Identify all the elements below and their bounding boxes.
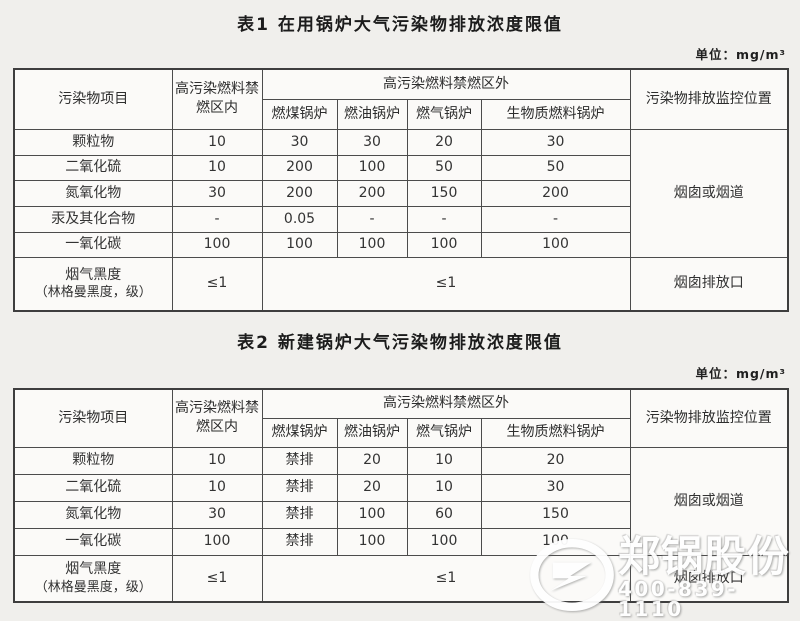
value-cell: 200	[336, 179, 408, 207]
table-row: 烟气黑度 （林格曼黑度，级） ≤1 ≤1 烟囱排放口	[13, 554, 789, 603]
value-cell: 禁排	[261, 473, 338, 502]
pollutant-name: 一氧化碳	[13, 527, 173, 556]
value-cell: 100	[171, 231, 263, 258]
value-cell: 30	[171, 500, 263, 529]
value-cell: 20	[336, 446, 408, 475]
value-cell: 10	[171, 128, 263, 156]
table1-header-gas-boiler: 燃气锅炉	[406, 98, 482, 130]
monitor-location-cell: 烟囱或烟道	[629, 128, 789, 258]
value-cell: 20	[336, 473, 408, 502]
pollutant-name: 二氧化硫	[13, 473, 173, 502]
value-cell: -	[406, 205, 482, 233]
table2-title: 表2 新建锅炉大气污染物排放浓度限值	[237, 333, 563, 353]
table2-header-biomass-boiler: 生物质燃料锅炉	[480, 417, 631, 448]
table2-header-outside-zone: 高污染燃料禁燃区外	[261, 388, 631, 419]
table1-header-biomass-boiler: 生物质燃料锅炉	[480, 98, 631, 130]
value-cell: 100	[261, 231, 338, 258]
table-row: 颗粒物 10 30 30 20 30 烟囱或烟道	[13, 128, 789, 258]
value-cell: 100	[480, 231, 631, 258]
value-cell-merged: ≤1	[261, 554, 631, 603]
table-row: 烟气黑度 （林格曼黑度，级） ≤1 ≤1 烟囱排放口	[13, 256, 789, 312]
value-cell: ≤1	[171, 554, 263, 603]
value-cell: 20	[406, 128, 482, 156]
value-cell: 10	[171, 154, 263, 181]
table2-header-monitor: 污染物排放监控位置	[629, 388, 789, 448]
value-cell: 100	[171, 527, 263, 556]
value-cell: 150	[406, 179, 482, 207]
table-row: 一氧化碳 100 100 100 100 100	[13, 231, 788, 258]
value-cell: 100	[336, 527, 408, 556]
value-cell: 30	[480, 128, 631, 156]
value-cell: 50	[480, 154, 631, 181]
value-cell: 100	[336, 500, 408, 529]
value-cell: -	[336, 205, 408, 233]
table-row: 一氧化碳 100 禁排 100 100 100	[13, 527, 788, 556]
smoke-blackness-label: 烟气黑度	[65, 561, 122, 578]
table1-header-outside-zone: 高污染燃料禁燃区外	[261, 68, 631, 100]
value-cell: 200	[261, 179, 338, 207]
table2-header-inside-zone: 高污染燃料禁燃区内	[171, 388, 263, 448]
table2-header-pollutant: 污染物项目	[13, 388, 173, 448]
value-cell: 100	[336, 231, 408, 258]
value-cell: 禁排	[261, 446, 338, 475]
table1-header-pollutant: 污染物项目	[13, 68, 173, 130]
pollutant-name: 烟气黑度 （林格曼黑度，级）	[13, 554, 173, 603]
pollutant-name: 汞及其化合物	[13, 205, 173, 233]
value-cell: -	[171, 205, 263, 233]
table1-header-coal-boiler: 燃煤锅炉	[261, 98, 338, 130]
value-cell: 100	[480, 527, 631, 556]
value-cell: 20	[480, 446, 631, 475]
value-cell: 10	[406, 473, 482, 502]
value-cell: 0.05	[261, 205, 338, 233]
pollutant-name: 颗粒物	[13, 128, 173, 156]
monitor-location-cell: 烟囱排放口	[629, 554, 789, 603]
value-cell: 100	[336, 154, 408, 181]
table1-header-monitor: 污染物排放监控位置	[629, 68, 789, 130]
table1-header-oil-boiler: 燃油锅炉	[336, 98, 408, 130]
value-cell-merged: ≤1	[261, 256, 631, 312]
pollutant-name: 烟气黑度 （林格曼黑度，级）	[13, 256, 173, 312]
table1-title: 表1 在用锅炉大气污染物排放浓度限值	[237, 15, 563, 35]
value-cell: 30	[261, 128, 338, 156]
value-cell: 60	[406, 500, 482, 529]
value-cell: 200	[480, 179, 631, 207]
value-cell: 150	[480, 500, 631, 529]
table1-header-inside-zone: 高污染燃料禁燃区内	[171, 68, 263, 130]
smoke-blackness-note: （林格曼黑度，级）	[34, 285, 152, 301]
value-cell: 禁排	[261, 500, 338, 529]
pollutant-name: 氮氧化物	[13, 179, 173, 207]
value-cell: 50	[406, 154, 482, 181]
table1-emission-limits-existing-boilers: 污染物项目 高污染燃料禁燃区内 高污染燃料禁燃区外 污染物排放监控位置 燃煤锅炉…	[13, 68, 789, 312]
value-cell: 30	[336, 128, 408, 156]
table2-header-oil-boiler: 燃油锅炉	[336, 417, 408, 448]
pollutant-name: 颗粒物	[13, 446, 173, 475]
value-cell: 100	[406, 527, 482, 556]
pollutant-name: 氮氧化物	[13, 500, 173, 529]
table1-unit-label: 单位：mg/m³	[695, 47, 786, 62]
table2-emission-limits-new-boilers: 污染物项目 高污染燃料禁燃区内 高污染燃料禁燃区外 污染物排放监控位置 燃煤锅炉…	[13, 388, 789, 603]
value-cell: 10	[406, 446, 482, 475]
value-cell: 30	[171, 179, 263, 207]
table-row: 颗粒物 10 禁排 20 10 20 烟囱或烟道	[13, 446, 789, 556]
monitor-location-cell: 烟囱或烟道	[629, 446, 789, 556]
monitor-location-cell: 烟囱排放口	[629, 256, 789, 312]
value-cell: 禁排	[261, 527, 338, 556]
value-cell: 10	[171, 473, 263, 502]
pollutant-name: 二氧化硫	[13, 154, 173, 181]
table-row: 二氧化硫 10 禁排 20 10 30	[13, 473, 788, 502]
table-row: 氮氧化物 30 200 200 150 200	[13, 179, 788, 207]
value-cell: 30	[480, 473, 631, 502]
value-cell: ≤1	[171, 256, 263, 312]
value-cell: 10	[171, 446, 263, 475]
table-row: 二氧化硫 10 200 100 50 50	[13, 154, 788, 181]
table2-header-gas-boiler: 燃气锅炉	[406, 417, 482, 448]
smoke-blackness-note: （林格曼黑度，级）	[34, 579, 152, 595]
table2-unit-label: 单位：mg/m³	[695, 366, 786, 381]
value-cell: -	[480, 205, 631, 233]
pollutant-name: 一氧化碳	[13, 231, 173, 258]
smoke-blackness-label: 烟气黑度	[65, 266, 122, 283]
value-cell: 200	[261, 154, 338, 181]
table2-header-coal-boiler: 燃煤锅炉	[261, 417, 338, 448]
value-cell: 100	[406, 231, 482, 258]
